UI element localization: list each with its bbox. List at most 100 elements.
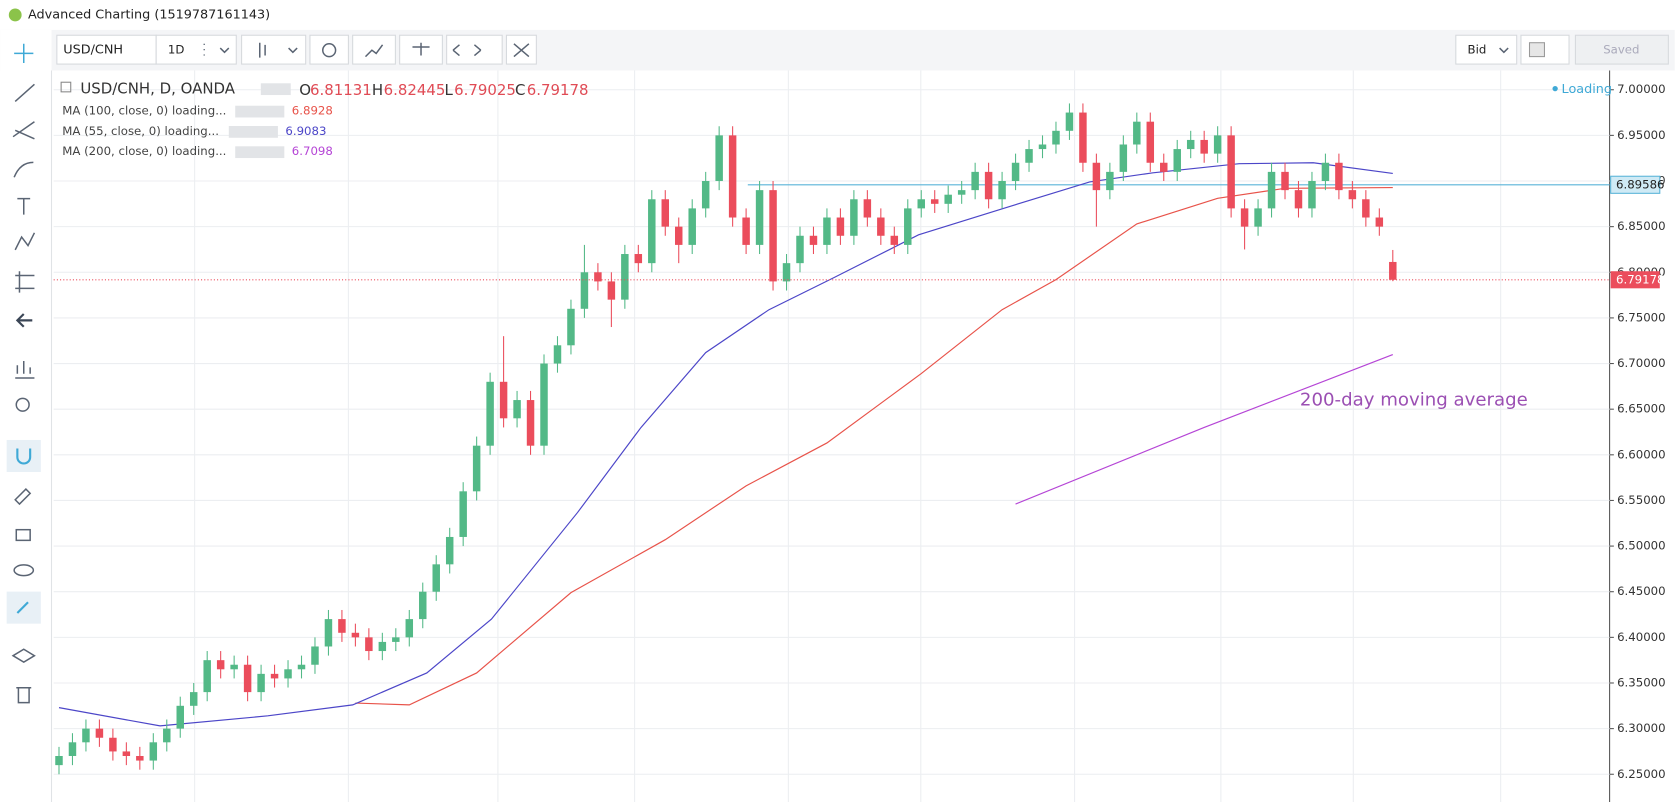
menu-icon [203,43,230,56]
y-tick-label: 6.65000 [1617,402,1666,416]
lock-draw[interactable] [14,488,32,506]
y-tick-label: 6.60000 [1617,447,1666,461]
candle-body [755,190,764,245]
close-label: C [515,81,525,99]
candle-body [203,660,211,693]
candle-body [930,199,939,204]
candle-body [607,281,616,300]
link-tool[interactable] [16,601,29,614]
candle-body [1240,208,1249,227]
collapse-box[interactable] [60,81,72,93]
layers-tool[interactable] [11,648,36,663]
candle-body [1025,149,1033,163]
candle-body [513,400,521,419]
candle-body [1186,139,1195,150]
candle-body [378,641,387,652]
candle-body [324,619,333,647]
plot-area [53,70,1610,802]
candle-body [1065,112,1074,131]
candle-body [823,217,831,245]
moving-average [1015,354,1394,505]
candle-body [1092,162,1101,191]
moving-average [355,186,1393,706]
candle-body [1160,162,1168,172]
ma-legend-name: MA (200, close, 0) loading... [62,144,226,158]
hide-tool[interactable] [13,564,35,577]
data-window[interactable] [15,360,35,379]
hline-tag [1610,175,1661,194]
candle-body [486,381,494,446]
candle-body [742,217,750,245]
candle-body [445,536,454,565]
candle-body [459,491,467,537]
candle-body [904,208,912,245]
candle-body [634,254,643,264]
y-tick-label: 6.95000 [1617,128,1666,142]
back-tool[interactable] [15,313,33,328]
candle-body [715,135,723,182]
candle-body [95,728,104,738]
candle-body [1227,135,1235,209]
candle-body [1011,162,1020,182]
measure-tool[interactable] [15,271,35,293]
magnet-bg [6,439,41,473]
candle-body [728,135,737,218]
candle-body [1389,261,1397,280]
lock-tool[interactable] [15,528,31,542]
candle-body [257,673,265,693]
delete-tool[interactable] [16,686,32,704]
zoom-tool[interactable] [15,397,30,412]
candle-body [189,692,198,706]
price-tag [1610,271,1660,289]
ma-legend-value: 6.7098 [292,144,333,158]
indicator-icon [364,44,384,58]
undo-redo[interactable] [446,34,503,65]
cross-tool[interactable] [14,43,34,64]
candle-body [580,272,589,309]
undo-icon [452,44,482,57]
brush-tool[interactable] [13,161,34,178]
candle-body [1362,199,1370,218]
y-tick-label: 6.55000 [1617,493,1666,507]
line-tool[interactable] [14,83,35,103]
candle-body [1213,135,1222,154]
title-bar [0,0,1675,30]
window-title: Advanced Charting (1519787161143) [28,7,270,22]
y-tick-label: 6.40000 [1617,630,1666,644]
candle-body [594,272,602,282]
fib-tool[interactable] [12,121,35,140]
candle-body [1200,139,1208,154]
ma-legend-controls[interactable] [235,105,285,118]
candle-body [688,208,696,245]
save-button[interactable] [1574,34,1669,65]
price-tag-label: 6.79178 [1616,272,1665,286]
text-tool[interactable] [17,197,31,215]
low-label: L [445,81,454,99]
candle-body [216,660,225,670]
drawing-tools [6,43,41,704]
ma-legend-controls[interactable] [235,146,285,159]
candle-body [311,646,319,665]
legend-controls[interactable] [260,83,291,96]
candle-body [1106,171,1114,191]
low-value: 6.79025 [454,81,516,99]
pattern-tool[interactable] [14,232,36,251]
candle-body [419,591,427,620]
symbol-box[interactable] [56,34,157,65]
candle-body [392,637,400,642]
high-value: 6.82445 [384,81,446,99]
candle-body [1348,190,1357,200]
interval-box[interactable] [155,34,237,65]
magnet-tool[interactable] [16,448,32,465]
settings[interactable] [309,34,349,65]
dropdown-icon [1499,47,1509,54]
chart-layer: 6.25000 6.30000 6.35000 6.40000 6.45000 6.500… [53,82,1666,781]
candle-body [297,664,306,670]
candle-body [890,235,899,245]
candle-body [1335,162,1343,191]
candle-body [82,728,90,743]
y-tick-label: 6.35000 [1617,675,1666,689]
indicators[interactable] [352,34,396,65]
ma-legend-controls[interactable] [228,126,278,138]
candle-body [998,181,1006,200]
